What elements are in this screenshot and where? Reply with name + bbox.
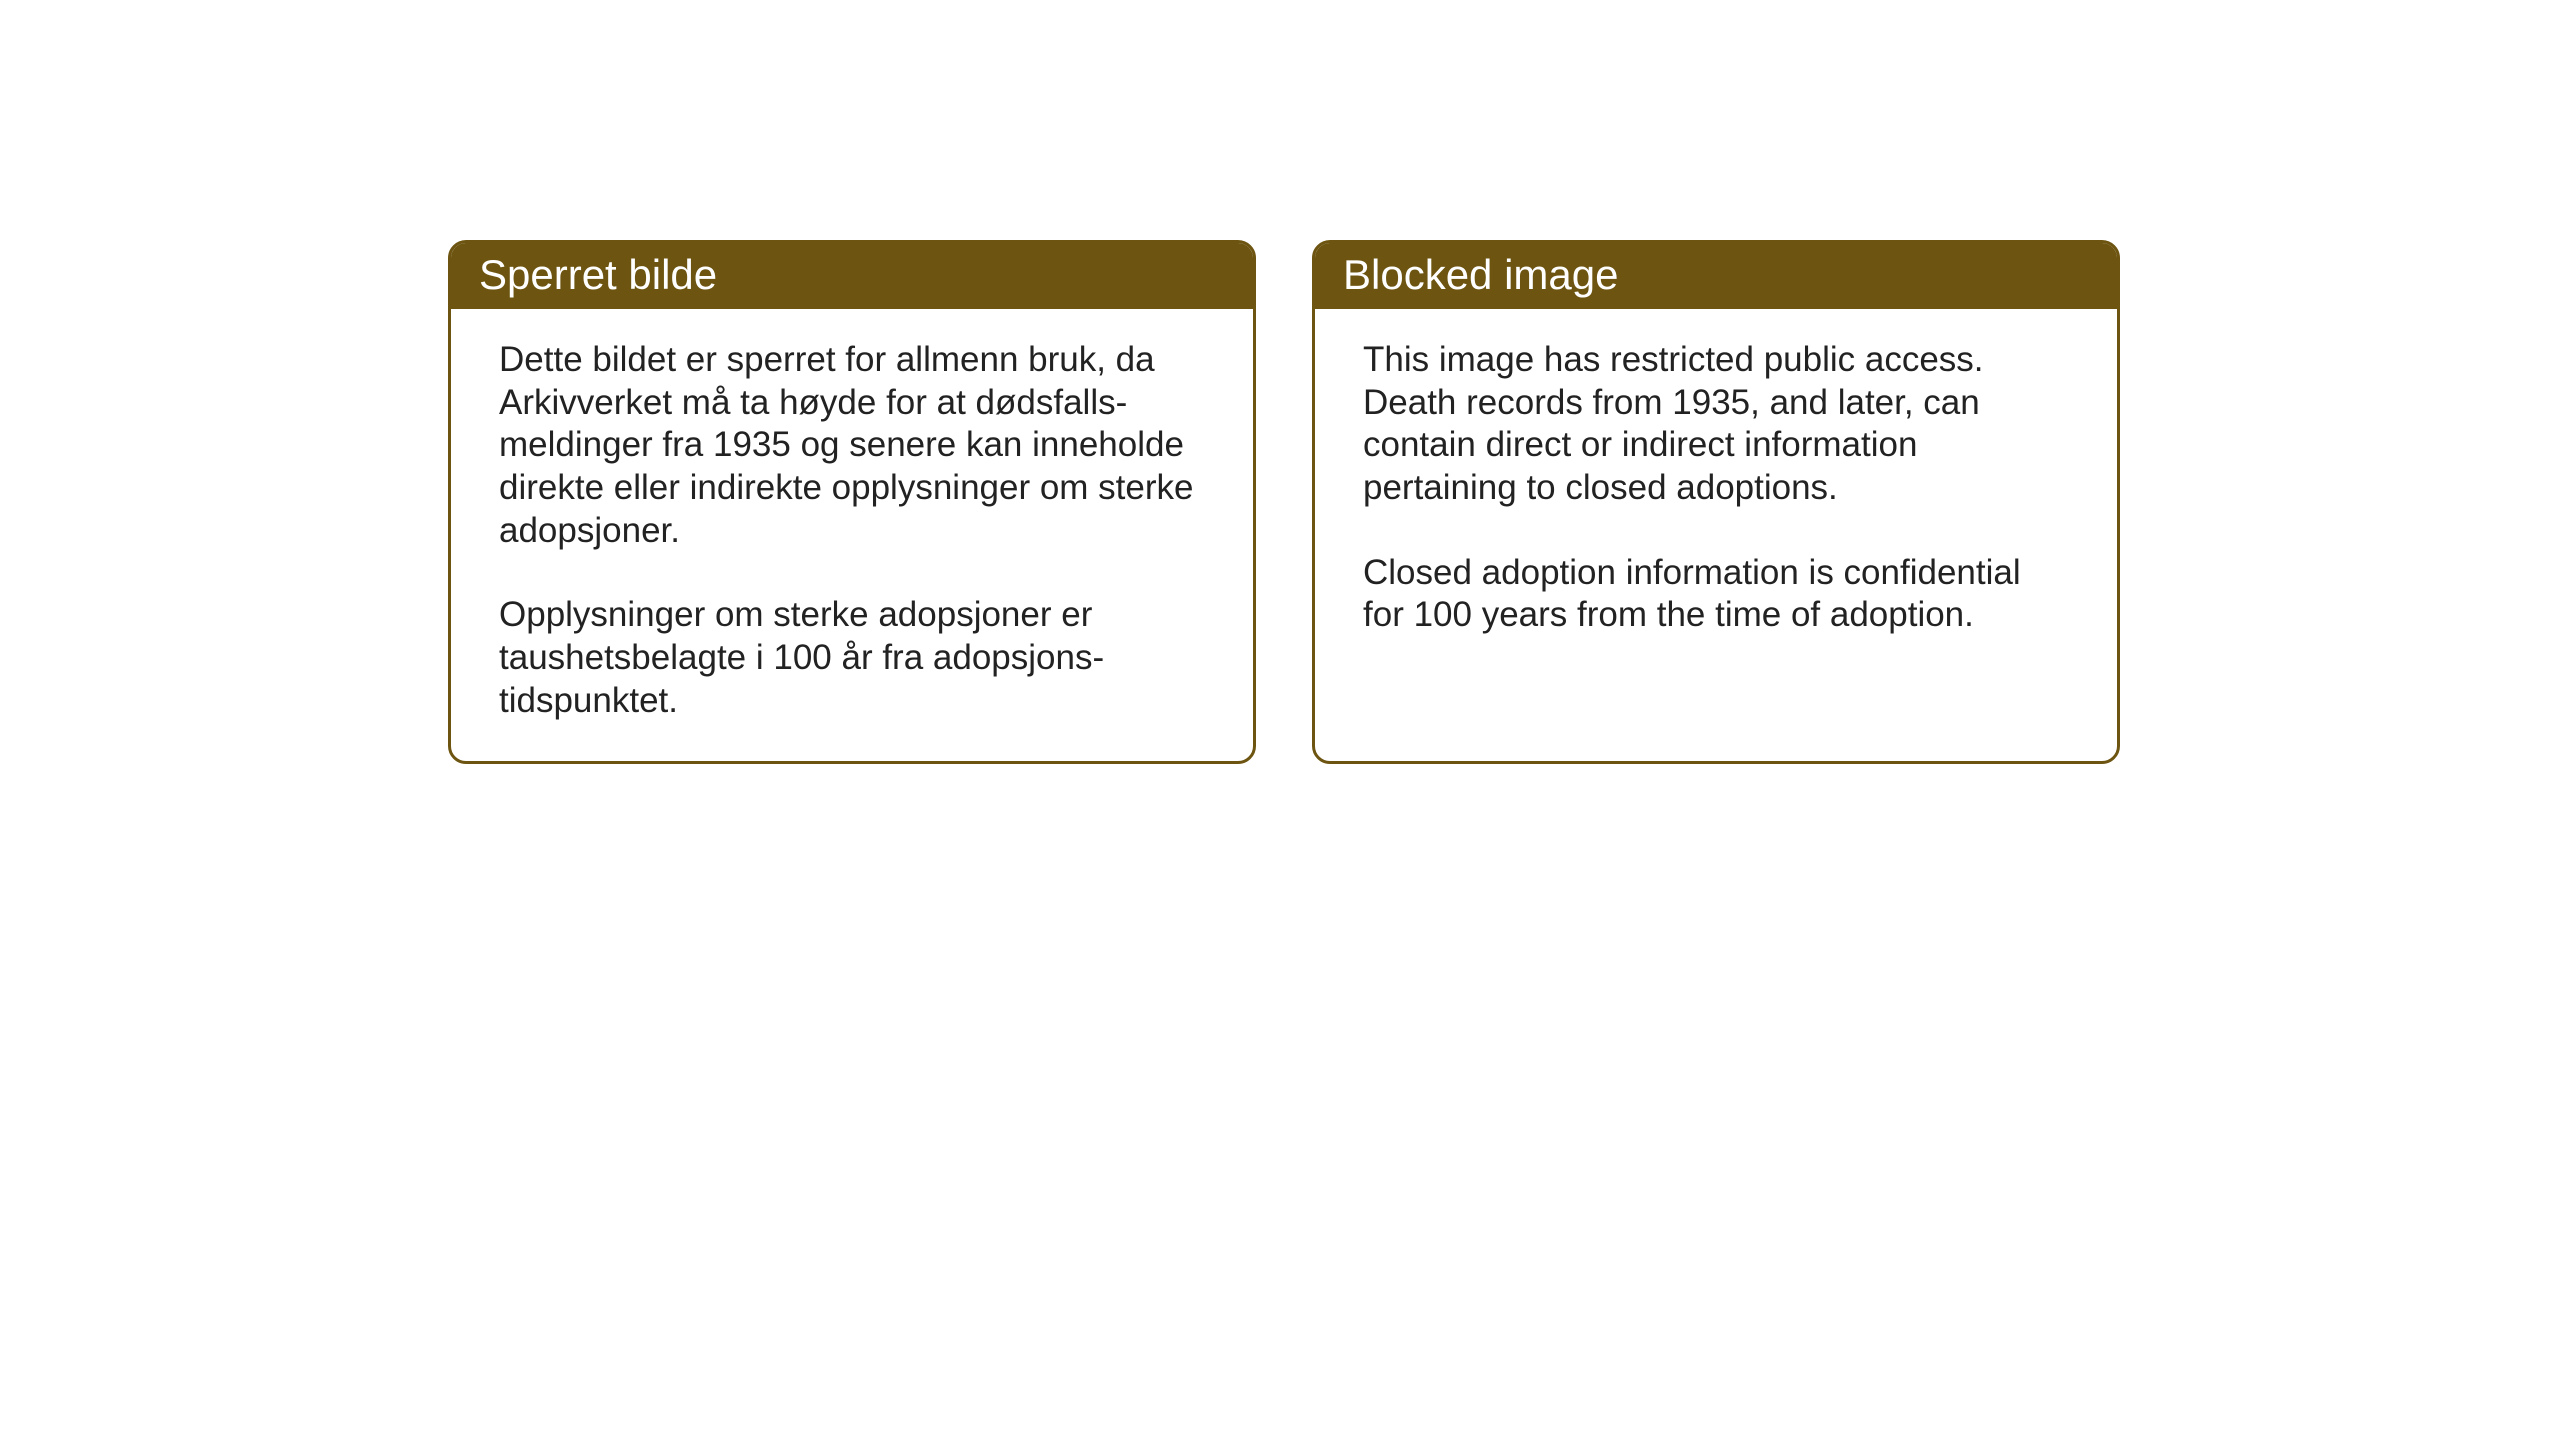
notice-card-english: Blocked image This image has restricted … <box>1312 240 2120 764</box>
card-header-norwegian: Sperret bilde <box>451 243 1253 309</box>
card-body-norwegian: Dette bildet er sperret for allmenn bruk… <box>451 309 1253 761</box>
card-paragraph-english-2: Closed adoption information is confident… <box>1363 552 2069 637</box>
notice-container: Sperret bilde Dette bildet er sperret fo… <box>448 240 2120 764</box>
card-paragraph-norwegian-2: Opplysninger om sterke adopsjoner er tau… <box>499 594 1205 722</box>
card-paragraph-norwegian-1: Dette bildet er sperret for allmenn bruk… <box>499 339 1205 552</box>
card-body-english: This image has restricted public access.… <box>1315 309 2117 723</box>
card-title-english: Blocked image <box>1343 251 1618 298</box>
card-header-english: Blocked image <box>1315 243 2117 309</box>
card-paragraph-english-1: This image has restricted public access.… <box>1363 339 2069 510</box>
card-title-norwegian: Sperret bilde <box>479 251 717 298</box>
notice-card-norwegian: Sperret bilde Dette bildet er sperret fo… <box>448 240 1256 764</box>
